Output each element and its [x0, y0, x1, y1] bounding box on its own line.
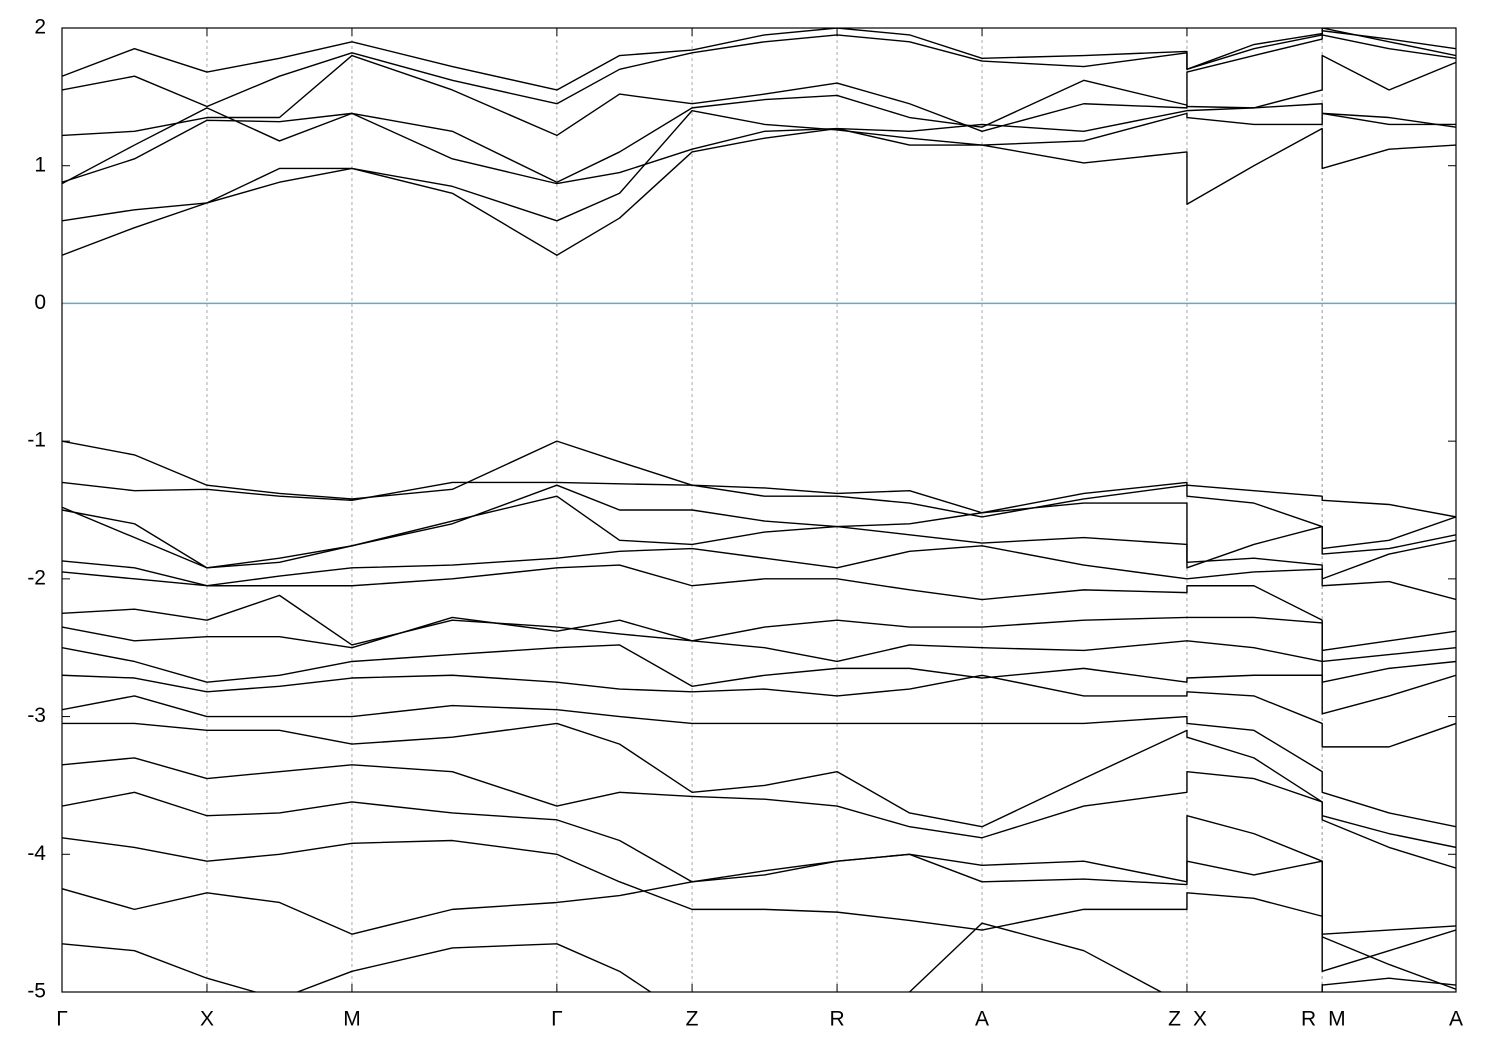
x-tick-label: R	[829, 1008, 844, 1031]
x-tick-label: M	[1328, 1008, 1346, 1031]
plot-frame	[61, 27, 1457, 993]
band-line	[62, 545, 1456, 601]
band-line	[62, 616, 1456, 683]
x-tick-label: Γ	[56, 1008, 68, 1031]
band-line	[62, 481, 1456, 550]
x-tick-label: X	[200, 1008, 214, 1031]
y-tick-label: -4	[27, 842, 46, 865]
band-line	[62, 103, 1456, 185]
band-line	[62, 837, 1456, 973]
y-tick-label: -1	[27, 429, 46, 452]
band-line	[62, 28, 1456, 91]
x-tick-label: X	[1193, 1008, 1207, 1031]
band-line	[62, 674, 1456, 748]
x-tick-label: M	[343, 1008, 361, 1031]
band-line	[62, 495, 1456, 580]
bands	[62, 28, 1456, 992]
band-line	[62, 644, 1456, 715]
band-line	[62, 109, 1456, 222]
band-line	[62, 54, 1456, 183]
band-line	[62, 34, 1456, 137]
band-line	[62, 722, 1456, 849]
y-tick-label: -5	[27, 980, 46, 1003]
y-tick-label: 2	[34, 16, 46, 39]
band-line	[62, 564, 1456, 652]
x-tick-label: Z	[686, 1008, 699, 1031]
band-line	[62, 695, 1456, 828]
x-tick-label: A	[975, 1008, 989, 1031]
y-tick-label: 1	[34, 153, 46, 176]
x-tick-label: R	[1301, 1008, 1316, 1031]
x-tick-label: Γ	[551, 1008, 563, 1031]
band-line	[62, 28, 1456, 108]
y-tick-label: -2	[27, 566, 46, 589]
band-line	[62, 440, 1456, 518]
band-line	[62, 853, 1456, 990]
y-tick-label: 0	[34, 291, 46, 314]
band-line	[62, 594, 1456, 663]
x-tick-label: A	[1449, 1008, 1463, 1031]
band-line	[62, 757, 1456, 869]
y-tick-label: -3	[27, 704, 46, 727]
x-tick-label: Z	[1168, 1008, 1181, 1031]
